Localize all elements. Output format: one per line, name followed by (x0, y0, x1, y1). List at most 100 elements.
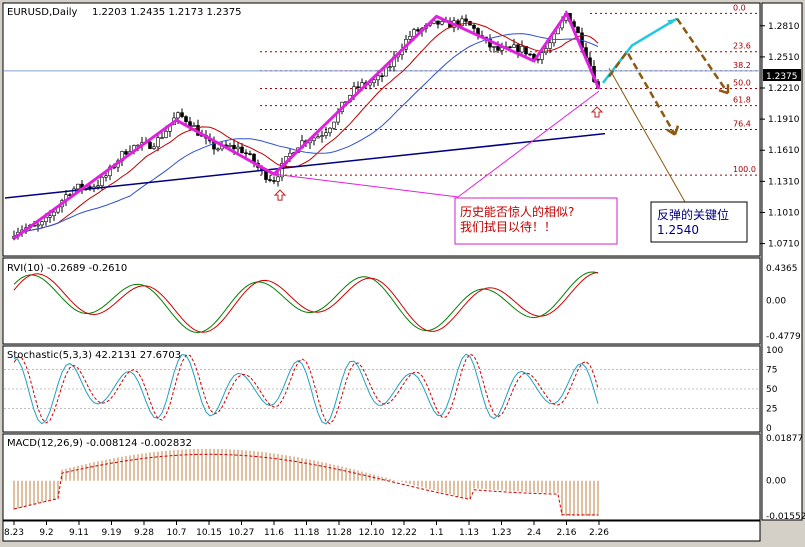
candle-body (528, 53, 532, 56)
time-tick-label: 9.19 (101, 528, 121, 538)
candle (316, 134, 320, 139)
candle (184, 115, 188, 126)
stochastic-d-line (13, 353, 599, 425)
rvi-label: RVI(10) -0.2689 -0.2610 (7, 263, 127, 274)
candle-body (496, 46, 500, 51)
stochastic-tick-label: 25 (766, 405, 777, 415)
candle-body (76, 183, 80, 190)
candle-body (100, 176, 104, 186)
candle (324, 126, 328, 139)
candle-body (516, 44, 520, 53)
rvi-tick-label: -0.4779 (766, 332, 801, 342)
time-tick-label: 10.27 (229, 528, 255, 538)
candle (52, 210, 56, 221)
candle-body (332, 121, 336, 129)
annotation-pointer (273, 173, 459, 198)
candle-body (388, 66, 392, 68)
candle (332, 121, 336, 130)
candle-body (376, 75, 380, 81)
candle-body (576, 26, 580, 34)
time-tick-label: 10.15 (196, 528, 222, 538)
current-price-text: 1.2375 (766, 72, 798, 82)
candle-body (416, 29, 420, 32)
candle-body (512, 44, 516, 48)
candle (328, 126, 332, 137)
fib-label: 0.0 (733, 3, 746, 12)
candle (216, 147, 220, 152)
candle-body (540, 52, 544, 60)
fib-label: 61.8 (733, 96, 751, 105)
candle (280, 157, 284, 182)
price-tick-label: 1.1910 (768, 115, 800, 125)
stochastic-label: Stochastic(5,3,3) 42.2131 27.6703 (7, 350, 181, 361)
candle-body (236, 146, 240, 150)
rvi-panel[interactable] (2, 257, 761, 345)
candle-body (436, 20, 440, 25)
candle (576, 26, 580, 34)
candle-body (96, 185, 100, 188)
time-tick-label: 2.16 (556, 528, 576, 538)
time-tick-label: 2.4 (527, 528, 542, 538)
candle-body (268, 179, 272, 181)
candle-body (280, 163, 284, 178)
annotation-box-2 (650, 201, 748, 243)
candle-body (248, 153, 252, 155)
time-tick-label: 11.28 (326, 528, 352, 538)
candle-body (184, 116, 188, 122)
arrow-up-icon (273, 189, 287, 201)
projection-brown (607, 49, 677, 136)
price-tick-label: 1.0710 (768, 240, 800, 250)
candle (464, 14, 468, 26)
candle-body (312, 137, 316, 141)
candle (436, 20, 440, 29)
ohlc-header: 1.2203 1.2435 1.2173 1.2375 (92, 7, 242, 18)
candle (124, 148, 128, 156)
annotation-1-line2: 我们拭目以待！！ (460, 219, 556, 234)
time-tick-label: 8.23 (4, 528, 24, 538)
macd-label: MACD(12,26,9) -0.008124 -0.002832 (7, 438, 192, 449)
candle-body (52, 211, 56, 217)
stochastic-tick-label: 50 (766, 385, 778, 395)
candle-body (492, 46, 496, 48)
candle (192, 122, 196, 127)
moving-average-red (13, 22, 599, 237)
time-tick-label: 11.18 (294, 528, 320, 538)
price-scale (761, 2, 803, 521)
macd-signal-line (13, 453, 599, 516)
candle-body (328, 127, 332, 134)
candle (244, 149, 248, 159)
candle-body (216, 148, 220, 151)
candle-body (288, 152, 292, 157)
projection-cyan (602, 17, 678, 84)
time-tick-label: 11.6 (264, 528, 284, 538)
stochastic-tick-label: 75 (766, 366, 777, 376)
candle-body (176, 112, 180, 119)
candle-body (276, 176, 280, 182)
price-tick-label: 1.2210 (768, 84, 800, 94)
current-price-tag (763, 69, 801, 81)
macd-tick-label: -0.01552 (766, 512, 805, 522)
candle-body (192, 125, 196, 127)
candle-body (44, 217, 48, 222)
time-tick-label: 1.1 (429, 528, 443, 538)
candle (180, 108, 184, 119)
candle-body (520, 46, 524, 53)
candle (516, 43, 520, 58)
candle (440, 20, 444, 26)
price-tick-label: 1.2510 (768, 53, 800, 63)
moving-average-blue (13, 33, 599, 237)
candle (228, 142, 232, 148)
candle-body (156, 137, 160, 148)
time-tick-label: 9.28 (134, 528, 154, 538)
annotation-pointer (608, 68, 686, 203)
candle-body (180, 112, 184, 117)
candle (528, 53, 532, 57)
candle-body (124, 151, 128, 155)
projection-arrowhead (718, 84, 730, 95)
symbol-header: EURUSD,Daily (7, 7, 78, 18)
price-tick-label: 1.1010 (768, 208, 800, 218)
candle-body (48, 215, 52, 218)
price-tick-label: 1.2810 (768, 22, 800, 32)
time-tick-label: 1.23 (491, 528, 511, 538)
